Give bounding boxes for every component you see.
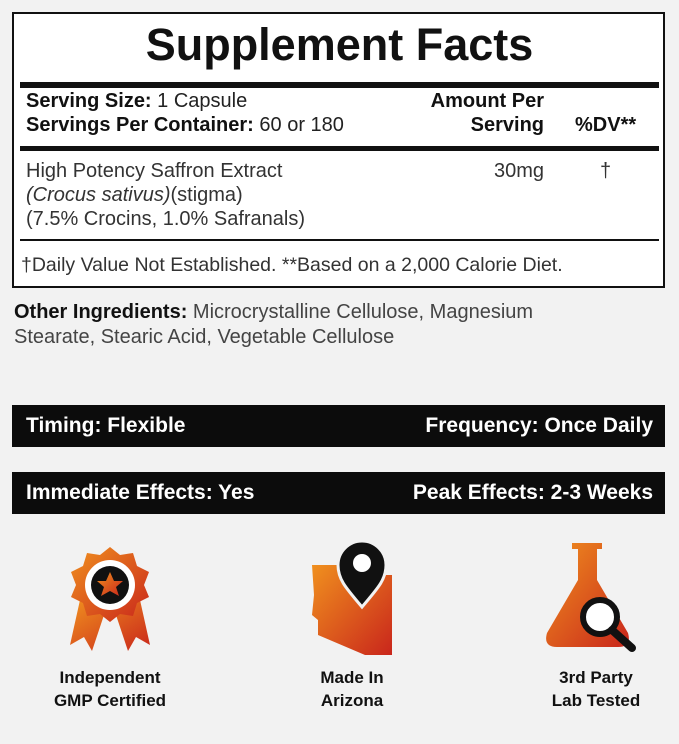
ingredient-name: High Potency Saffron Extract [26,160,283,182]
amount-header: Serving [470,114,544,136]
bar-right: Frequency: Once Daily [425,414,653,437]
badge-icons [70,539,636,655]
arizona-icon [312,539,392,655]
serving-size: Serving Size: 1 Capsule [26,89,247,113]
badge-label: 3rd Party [559,668,633,687]
info-bar: Immediate Effects: Yes Peak Effects: 2-3 … [12,472,665,514]
bar-left: Immediate Effects: Yes [26,481,255,504]
other-ingredients-text: Stearate, Stearic Acid, Vegetable Cellul… [14,326,395,348]
serving-size-value: 1 Capsule [157,90,248,112]
servings-value: 60 or 180 [259,114,344,136]
badge-label: Lab Tested [551,691,641,710]
ingredient-latin: (Crocus sativus) [26,184,171,206]
bar-left: Timing: Flexible [26,414,186,437]
footnote: †Daily Value Not Established. **Based on… [21,254,563,276]
badge-label: Arizona [320,691,384,710]
thin-rule [20,239,659,241]
badge-label: Independent [59,668,161,687]
serving-size-label: Serving Size: [26,90,152,112]
servings-label: Servings Per Container: [26,114,254,136]
thick-rule [20,82,659,88]
badge-label: GMP Certified [53,691,167,710]
thick-rule [20,146,659,151]
other-ingredients-text: Microcrystalline Cellulose, Magnesium [192,301,534,323]
ingredient-dv: † [600,160,612,182]
lab-icon [546,543,636,652]
ingredient-source: (Crocus sativus)(stigma) [26,183,243,207]
ingredient-amount: 30mg [493,160,544,182]
ingredient-part: (stigma) [170,184,243,206]
other-ingredients: Other Ingredients: Microcrystalline Cell… [14,300,533,324]
info-bar: Timing: Flexible Frequency: Once Daily [12,405,665,447]
badge-label: Made In [320,668,384,687]
servings: Servings Per Container: 60 or 180 [26,113,344,137]
facts-title: Supplement Facts [145,19,534,70]
award-icon [70,547,150,651]
bar-right: Peak Effects: 2-3 Weeks [412,481,653,504]
dv-header: %DV** [575,114,637,136]
other-ingredients-label: Other Ingredients: [14,301,188,323]
ingredient-standardization: (7.5% Crocins, 1.0% Safranals) [26,208,306,230]
amount-header: Amount Per [430,90,544,112]
